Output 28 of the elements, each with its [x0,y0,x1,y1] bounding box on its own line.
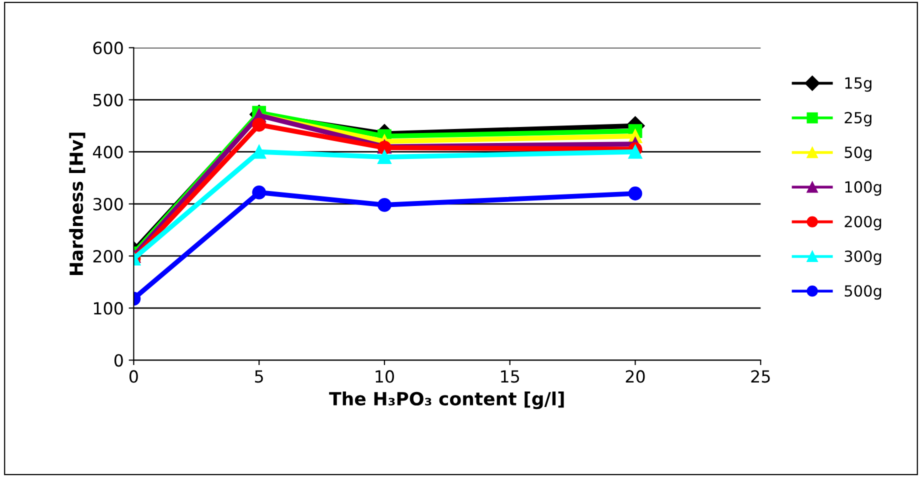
x-axis-title: The H₃PO₃ content [g/l] [329,392,564,410]
x-tick-label: 5 [255,370,263,383]
point [252,118,266,132]
legend-label: 200g [844,216,882,230]
x-tick-label: 10 [376,370,394,383]
point [378,150,392,164]
x-tick-label: 15 [501,370,520,383]
x-tick-label: 20 [626,370,645,383]
y-tick-label: 300 [93,198,123,210]
x-tick-label: 25 [751,370,770,383]
legend-label: 50g [844,146,872,162]
y-tick-label: 600 [93,42,123,54]
y-tick-label: 100 [94,302,123,315]
point [252,186,266,200]
y-axis-title: Hardness [Hv] [69,132,86,275]
y-tick-label: 0 [114,354,123,367]
point [378,198,392,212]
legend-label: 500g [844,285,882,300]
y-tick-label: 400 [92,146,123,158]
y-tick-label: 500 [93,94,123,106]
point [628,144,642,159]
x-tick-label: 0 [129,370,138,383]
legend-label: 25g [844,112,872,126]
point [628,186,642,200]
legend-label: 100g [845,181,882,196]
y-tick-label: 200 [93,250,123,263]
legend-label: 300g [844,250,882,265]
legend-label: 15g [845,77,872,92]
